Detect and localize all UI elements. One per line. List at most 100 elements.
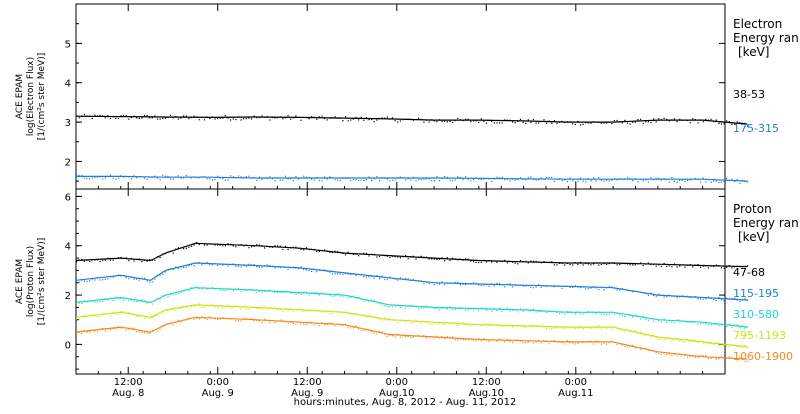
data-point xyxy=(632,180,634,182)
data-point xyxy=(478,284,480,286)
data-point xyxy=(572,180,574,182)
data-point xyxy=(525,260,527,262)
data-point xyxy=(687,119,689,121)
data-point xyxy=(673,180,676,182)
data-point xyxy=(710,181,712,183)
data-point xyxy=(436,335,438,337)
data-point xyxy=(613,262,615,265)
data-point xyxy=(650,318,652,320)
data-point xyxy=(522,121,524,123)
data-point xyxy=(679,353,681,355)
data-point xyxy=(318,294,320,296)
data-point xyxy=(488,308,490,310)
data-point xyxy=(224,317,226,320)
data-point xyxy=(640,291,642,293)
data-point xyxy=(391,277,394,279)
y-tick-label: 3 xyxy=(65,118,71,129)
data-point xyxy=(514,309,516,311)
data-point xyxy=(352,253,354,255)
data-point xyxy=(718,181,720,184)
data-point xyxy=(329,176,331,178)
data-point xyxy=(734,266,736,268)
data-point xyxy=(496,176,498,178)
data-point xyxy=(180,117,182,119)
data-point xyxy=(211,243,213,245)
data-point xyxy=(532,178,535,181)
data-point xyxy=(203,317,206,319)
data-point xyxy=(582,341,584,343)
data-point xyxy=(347,273,349,275)
data-point xyxy=(420,118,422,121)
data-point xyxy=(167,251,169,253)
data-point xyxy=(465,176,467,178)
data-point xyxy=(78,117,80,119)
data-point xyxy=(608,326,610,328)
data-point xyxy=(190,317,193,319)
data-point xyxy=(561,312,563,314)
data-point xyxy=(556,341,558,343)
data-point xyxy=(645,347,647,349)
data-point xyxy=(250,264,253,266)
data-point xyxy=(608,313,610,316)
data-point xyxy=(248,263,250,265)
data-point xyxy=(540,262,542,264)
data-point xyxy=(300,323,302,325)
data-point xyxy=(676,266,678,268)
data-point xyxy=(501,311,503,313)
data-point xyxy=(316,271,318,273)
data-point xyxy=(619,329,621,331)
data-point xyxy=(472,282,475,284)
data-point xyxy=(407,178,409,180)
data-point xyxy=(271,246,273,248)
data-point xyxy=(470,260,472,262)
data-point xyxy=(269,322,271,324)
data-point xyxy=(504,179,506,181)
data-point xyxy=(253,245,255,247)
data-point xyxy=(485,339,488,341)
data-point xyxy=(261,245,263,247)
data-point xyxy=(551,311,553,313)
data-point xyxy=(538,339,540,341)
data-point xyxy=(590,122,592,124)
data-point xyxy=(457,282,459,284)
data-point xyxy=(694,296,696,298)
data-point xyxy=(634,121,636,123)
data-point xyxy=(258,307,260,309)
data-point xyxy=(452,180,454,182)
data-point xyxy=(446,176,448,178)
data-point xyxy=(577,286,579,288)
data-point xyxy=(655,295,657,297)
data-point xyxy=(125,298,127,300)
data-point xyxy=(613,341,615,343)
legend-title: Electron xyxy=(733,17,782,31)
data-point xyxy=(556,327,558,329)
data-point xyxy=(564,328,566,330)
data-point xyxy=(355,312,357,314)
data-point xyxy=(720,123,723,125)
data-point xyxy=(151,117,153,119)
data-point xyxy=(472,308,475,310)
data-point xyxy=(164,252,166,255)
data-point xyxy=(616,343,618,345)
data-point xyxy=(687,356,689,358)
data-point xyxy=(206,178,208,180)
data-point xyxy=(368,119,370,121)
data-point xyxy=(543,285,545,287)
data-point xyxy=(94,177,96,179)
x-tick-label-date: Aug. 9 xyxy=(291,388,323,399)
data-point xyxy=(83,177,85,179)
data-point xyxy=(553,327,555,329)
data-point xyxy=(441,257,443,259)
data-point xyxy=(465,339,467,341)
data-point xyxy=(707,324,709,326)
data-point xyxy=(86,316,88,318)
data-point xyxy=(496,340,498,342)
data-point xyxy=(183,319,185,321)
data-point xyxy=(569,177,571,179)
data-point xyxy=(496,282,498,284)
data-point xyxy=(287,290,289,293)
data-point xyxy=(428,258,430,260)
y-axis-unit: [1/(cm²s ster MeV)] xyxy=(37,238,47,325)
data-point xyxy=(170,294,172,296)
data-point xyxy=(483,323,485,325)
